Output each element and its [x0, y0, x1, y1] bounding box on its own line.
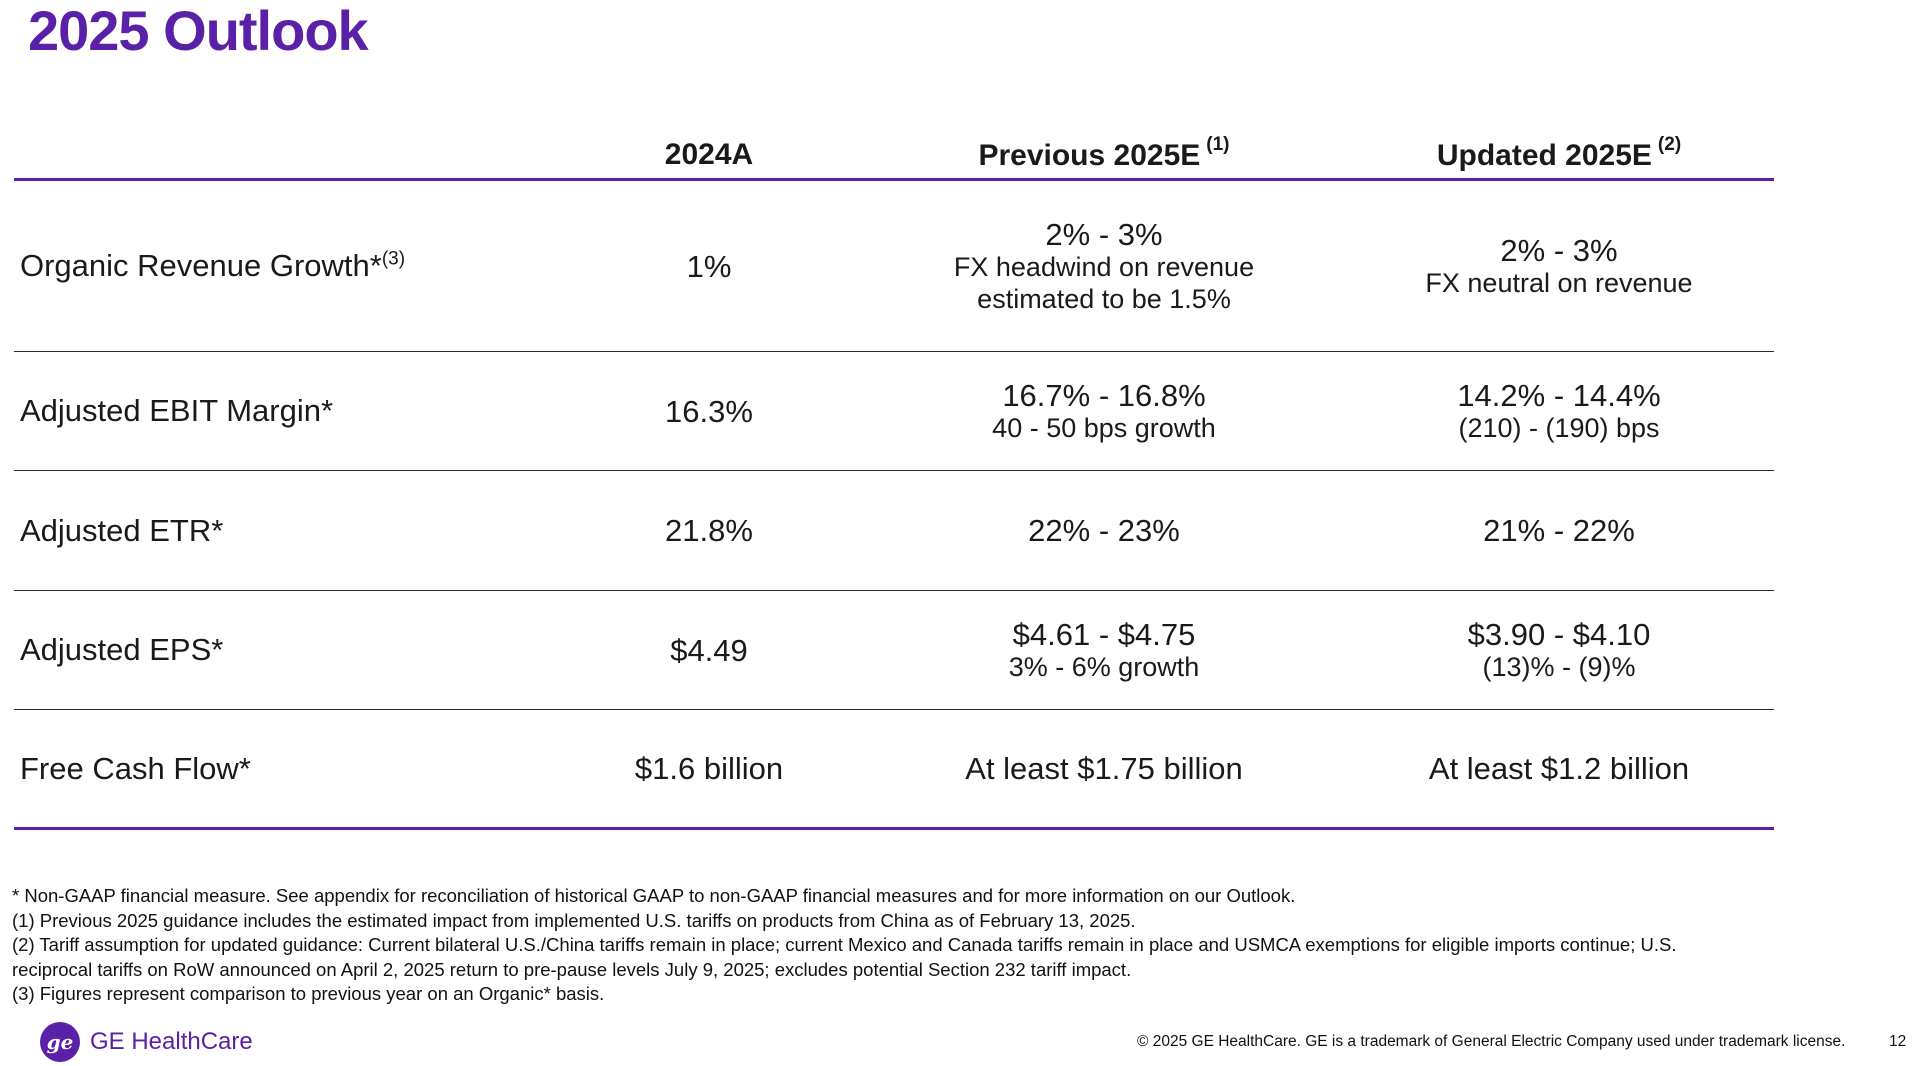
header-previous-note: (1)	[1206, 134, 1230, 155]
page-title: 2025 Outlook	[28, 0, 369, 62]
footnote-1: (1) Previous 2025 guidance includes the …	[12, 909, 1136, 931]
header-updated-note: (2)	[1657, 134, 1682, 155]
cell-previous-2025e: At least $1.75 billion	[965, 751, 1243, 786]
cell-updated-2025e: 21% - 22%	[1483, 513, 1635, 548]
row-label: Adjusted ETR*	[20, 512, 224, 548]
row-label: Adjusted EBIT Margin*	[20, 393, 334, 428]
table-header: 2024A Previous 2025E (1) Updated 2025E (2)	[14, 120, 1774, 181]
header-updated-2025e: Updated 2025E (2)	[1436, 134, 1682, 172]
cell-2024a: $4.49	[670, 632, 748, 668]
row-label: Free Cash Flow*	[20, 750, 251, 786]
table-row-adjusted-etr: Adjusted ETR* 21.8% 22% - 23% 21% - 22%	[14, 471, 1774, 591]
footnotes: * Non-GAAP financial measure. See append…	[12, 884, 1892, 1007]
table-row-adjusted-eps: Adjusted EPS* $4.49 $4.61 - $4.75 3% - 6…	[14, 591, 1774, 710]
outlook-table: 2024A Previous 2025E (1) Updated 2025E (2)…	[14, 120, 1774, 830]
company-logo: ge GE HealthCare	[40, 1022, 253, 1062]
cell-2024a: $1.6 billion	[634, 751, 784, 786]
table-row-free-cash-flow: Free Cash Flow* $1.6 billion At least $1…	[14, 710, 1774, 830]
footnote-3: (3) Figures represent comparison to prev…	[12, 983, 605, 1004]
cell-updated-2025e: At least $1.2 billion	[1428, 751, 1690, 786]
cell-previous-2025e: $4.61 - $4.75 3% - 6% growth	[1008, 616, 1200, 682]
cell-previous-2025e: 16.7% - 16.8% 40 - 50 bps growth	[992, 377, 1216, 443]
cell-2024a: 1%	[686, 248, 732, 284]
ge-monogram-icon: ge	[40, 1022, 80, 1062]
header-2024a: 2024A	[664, 138, 754, 171]
cell-updated-2025e: $3.90 - $4.10 (13)% - (9)%	[1467, 616, 1651, 682]
logo-text: GE HealthCare	[90, 1028, 253, 1055]
table-row-adjusted-ebit-margin: Adjusted EBIT Margin* 16.3% 16.7% - 16.8…	[14, 352, 1774, 471]
row-label: Adjusted EPS*	[20, 632, 224, 667]
cell-2024a: 16.3%	[665, 393, 753, 429]
footnote-2: (2) Tariff assumption for updated guidan…	[12, 934, 1677, 955]
copyright-notice: © 2025 GE HealthCare. GE is a trademark …	[1137, 1033, 1846, 1050]
page-number: 12	[1889, 1033, 1907, 1050]
table-row-organic-revenue-growth: Organic Revenue Growth*(3) 1% 2% - 3% FX…	[14, 181, 1774, 352]
footnote-2-continued: reciprocal tariffs on RoW announced on A…	[12, 958, 1132, 980]
row-label-note: (3)	[381, 248, 406, 270]
header-previous-2025e: Previous 2025E (1)	[978, 134, 1230, 172]
cell-previous-2025e: 22% - 23%	[1028, 513, 1180, 548]
cell-updated-2025e: 2% - 3% FX neutral on revenue	[1425, 232, 1693, 298]
cell-previous-2025e: 2% - 3% FX headwind on revenue estimated…	[953, 216, 1255, 314]
footnote-non-gaap: * Non-GAAP financial measure. See append…	[12, 885, 1296, 906]
row-label: Organic Revenue Growth*(3)	[20, 248, 406, 283]
cell-updated-2025e: 14.2% - 14.4% (210) - (190) bps	[1457, 377, 1661, 443]
cell-2024a: 21.8%	[665, 513, 753, 548]
